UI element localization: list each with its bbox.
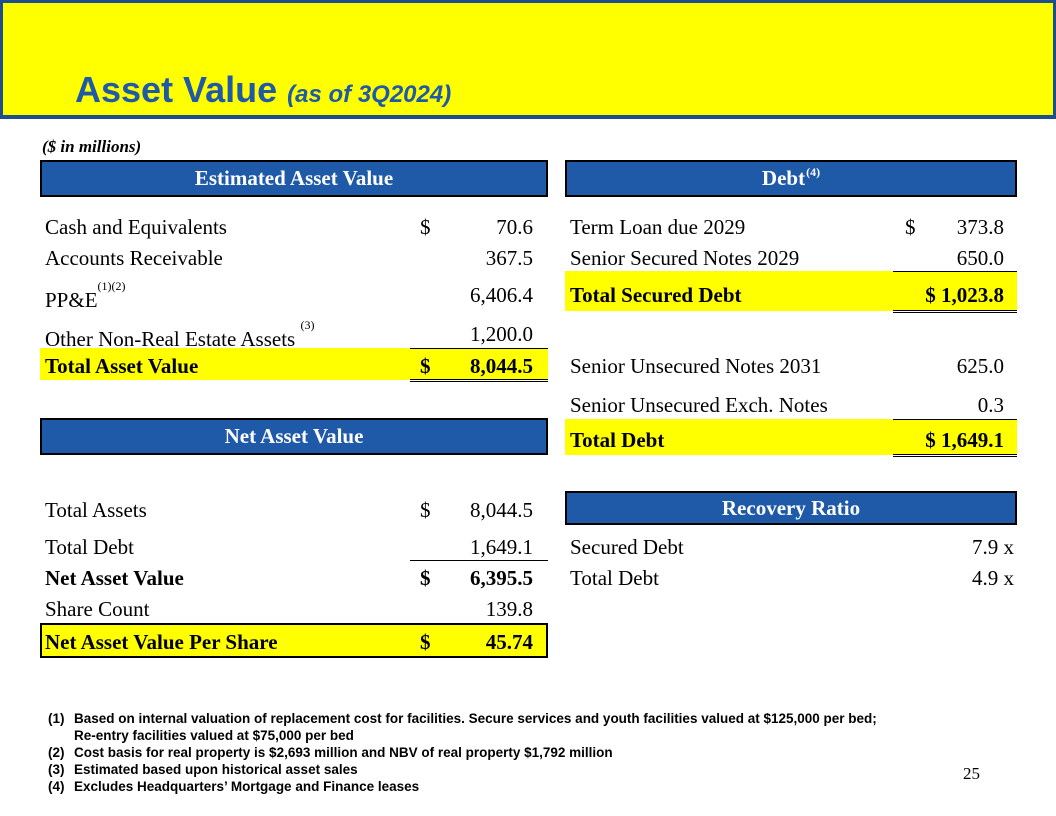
- nav-per-share-box: [40, 623, 548, 658]
- total-debt-highlight: [565, 419, 1017, 455]
- footnote: (1) Based on internal valuation of repla…: [48, 711, 877, 726]
- estimated-asset-value-title: Estimated Asset Value: [194, 166, 394, 190]
- recovery-row-label: Total Debt: [570, 566, 659, 590]
- nav-row-label: Total Assets: [45, 498, 147, 522]
- title-banner: Asset Value (as of 3Q2024): [0, 0, 1056, 119]
- eav-row-label: Accounts Receivable: [45, 246, 223, 270]
- debt-row-value: 625.0: [956, 354, 1004, 378]
- debt-row-label: Senior Unsecured Exch. Notes: [570, 393, 828, 417]
- total-secured-debt-value: $ 1,023.8: [925, 283, 1004, 307]
- total-double-rule: [893, 454, 1017, 457]
- total-double-rule: [893, 310, 1017, 313]
- footnote: (4) Excludes Headquarters’ Mortgage and …: [48, 779, 420, 794]
- debt-row-label: Term Loan due 2029: [570, 215, 746, 239]
- share-count-label: Share Count: [45, 597, 150, 621]
- debt-row-label: Senior Secured Notes 2029: [570, 246, 800, 270]
- total-asset-value-currency: $: [420, 354, 431, 378]
- total-double-rule: [410, 379, 548, 382]
- eav-row-label: PP&E(1)(2): [45, 279, 126, 312]
- total-debt-value: $ 1,649.1: [925, 428, 1004, 452]
- share-count-value: 139.8: [485, 597, 533, 621]
- total-secured-debt-highlight: [565, 271, 1017, 311]
- subtotal-rule: [893, 271, 1017, 272]
- recovery-row-value: 7.9 x: [972, 535, 1014, 559]
- title-text: Asset Value: [75, 69, 278, 110]
- debt-header: Debt (4): [565, 160, 1017, 197]
- recovery-row-value: 4.9 x: [972, 566, 1014, 590]
- debt-row-currency: $: [905, 215, 916, 239]
- subtotal-rule: [893, 419, 1017, 420]
- nav-per-share-label: Net Asset Value Per Share: [45, 630, 278, 654]
- total-debt-label: Total Debt: [570, 428, 665, 452]
- subtotal-rule: [410, 560, 548, 561]
- eav-row-value: 367.5: [485, 246, 533, 270]
- eav-row-currency: $: [420, 215, 431, 239]
- eav-row-value: 6,406.4: [470, 283, 533, 307]
- total-secured-debt-label: Total Secured Debt: [570, 283, 742, 307]
- footnote: (2) Cost basis for real property is $2,6…: [48, 745, 613, 760]
- debt-footnote-ref: (4): [806, 165, 821, 179]
- nav-per-share-currency: $: [420, 630, 431, 654]
- footnote: (3) Estimated based upon historical asse…: [48, 762, 358, 777]
- eav-row-label: Cash and Equivalents: [45, 215, 227, 239]
- page-number: 25: [963, 764, 980, 783]
- eav-row-label: Other Non-Real Estate Assets (3): [45, 318, 315, 351]
- nav-per-share-value: 45.74: [485, 630, 533, 654]
- debt-row-value: 650.0: [956, 246, 1004, 270]
- debt-row-label: Senior Unsecured Notes 2031: [570, 354, 822, 378]
- total-asset-value: 8,044.5: [470, 354, 533, 378]
- title-date: (as of 3Q2024): [287, 81, 452, 108]
- total-asset-value-highlight: [40, 348, 548, 380]
- nav-row-value: 8,044.5: [470, 498, 533, 522]
- units-note: ($ in millions): [42, 137, 142, 156]
- net-asset-value-header: Net Asset Value: [40, 418, 548, 455]
- recovery-ratio-title: Recovery Ratio: [721, 495, 861, 520]
- total-asset-value-label: Total Asset Value: [45, 354, 199, 378]
- page-title: Asset Value (as of 3Q2024): [75, 69, 451, 111]
- eav-row-value: 1,200.0: [470, 322, 533, 346]
- nav-row-currency: $: [420, 498, 431, 522]
- eav-row-value: 70.6: [496, 215, 533, 239]
- subtotal-rule: [410, 348, 548, 349]
- debt-row-value: 373.8: [956, 215, 1004, 239]
- estimated-asset-value-header: Estimated Asset Value: [40, 160, 548, 197]
- net-asset-value-label: Net Asset Value: [45, 566, 184, 590]
- net-asset-value: 6,395.5: [470, 566, 533, 590]
- debt-title: Debt: [761, 166, 806, 190]
- recovery-row-label: Secured Debt: [570, 535, 684, 559]
- debt-row-value: 0.3: [977, 393, 1004, 417]
- footnote-continuation: Re-entry facilities valued at $75,000 pe…: [74, 728, 354, 743]
- footnotes: (1) Based on internal valuation of repla…: [48, 710, 877, 795]
- recovery-ratio-header: Recovery Ratio: [565, 491, 1017, 525]
- nav-row-label: Total Debt: [45, 535, 134, 559]
- net-asset-value-title: Net Asset Value: [224, 424, 364, 448]
- net-asset-value-currency: $: [420, 566, 431, 590]
- nav-row-value: 1,649.1: [470, 535, 533, 559]
